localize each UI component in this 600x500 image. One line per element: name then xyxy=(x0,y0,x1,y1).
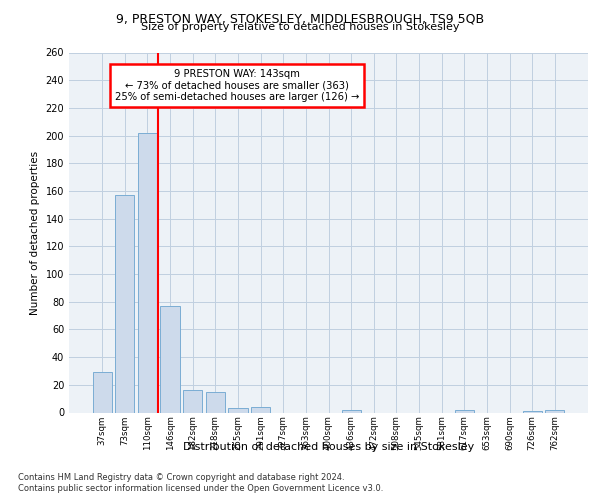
Bar xyxy=(545,410,565,412)
Bar xyxy=(341,410,361,412)
Bar xyxy=(523,411,542,412)
Bar xyxy=(160,306,180,412)
Text: 9, PRESTON WAY, STOKESLEY, MIDDLESBROUGH, TS9 5QB: 9, PRESTON WAY, STOKESLEY, MIDDLESBROUGH… xyxy=(116,12,484,26)
Bar xyxy=(115,195,134,412)
Text: Contains public sector information licensed under the Open Government Licence v3: Contains public sector information licen… xyxy=(18,484,383,493)
Bar xyxy=(206,392,225,412)
Bar xyxy=(229,408,248,412)
Bar xyxy=(92,372,112,412)
Bar xyxy=(183,390,202,412)
Bar xyxy=(251,407,270,412)
Bar xyxy=(455,410,474,412)
Text: Distribution of detached houses by size in Stokesley: Distribution of detached houses by size … xyxy=(183,442,475,452)
Bar xyxy=(138,133,157,412)
Text: Contains HM Land Registry data © Crown copyright and database right 2024.: Contains HM Land Registry data © Crown c… xyxy=(18,472,344,482)
Y-axis label: Number of detached properties: Number of detached properties xyxy=(30,150,40,314)
Text: 9 PRESTON WAY: 143sqm
← 73% of detached houses are smaller (363)
25% of semi-det: 9 PRESTON WAY: 143sqm ← 73% of detached … xyxy=(115,69,359,102)
Text: Size of property relative to detached houses in Stokesley: Size of property relative to detached ho… xyxy=(141,22,459,32)
